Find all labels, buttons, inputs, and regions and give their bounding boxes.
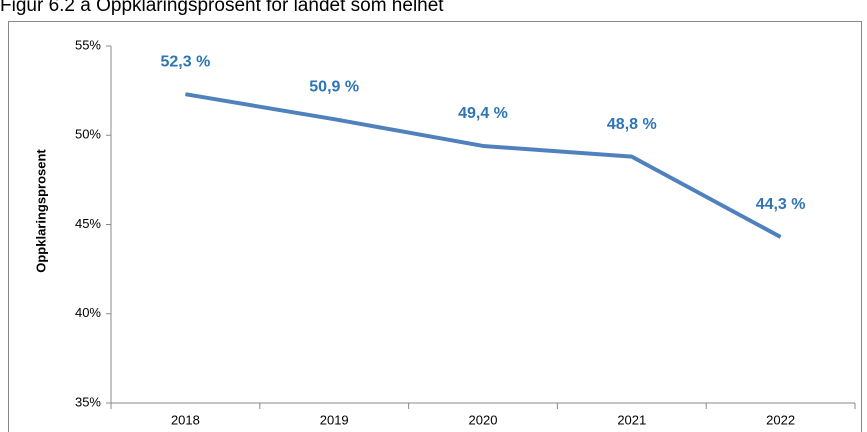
x-tick-label: 2019 [320,412,349,427]
data-label: 44,3 % [756,196,806,213]
y-axis-label: Oppklaringsprosent [33,149,48,273]
data-label: 48,8 % [607,116,657,133]
y-tick-label: 50% [75,127,101,142]
data-label: 49,4 % [458,105,508,122]
chart-title: Figur 6.2 a Oppklaringsprosent for lande… [0,0,444,16]
data-line [185,92,782,239]
chart-frame [8,21,862,432]
x-tick-label: 2022 [766,412,795,427]
x-tick-label: 2020 [469,412,498,427]
x-tick-label: 2021 [617,412,646,427]
data-label: 52,3 % [160,53,210,70]
y-tick-label: 35% [75,394,101,409]
y-tick-label: 40% [75,305,101,320]
data-label: 50,9 % [309,78,359,95]
y-tick-label: 55% [75,37,101,52]
x-tick-label: 2018 [171,412,200,427]
y-tick-label: 45% [75,216,101,231]
